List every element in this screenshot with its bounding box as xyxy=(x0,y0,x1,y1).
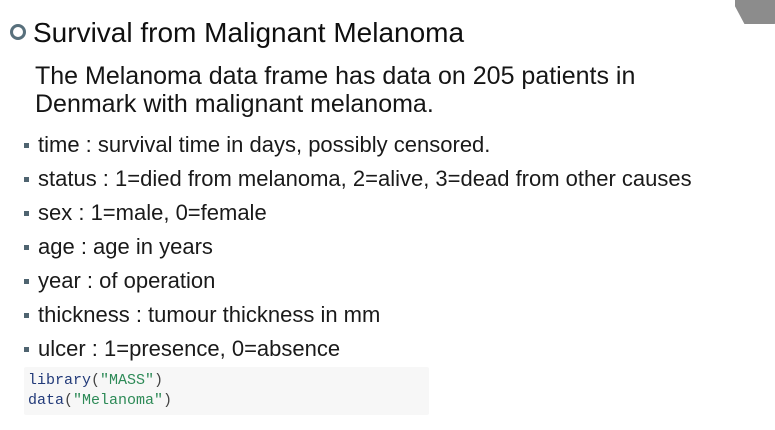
code-paren: ( xyxy=(64,392,74,409)
list-item: sex : 1=male, 0=female xyxy=(24,196,692,230)
square-bullet-icon xyxy=(24,244,29,250)
code-paren: ) xyxy=(163,392,173,409)
square-bullet-icon xyxy=(24,210,29,216)
list-item-text: time : survival time in days, possibly c… xyxy=(38,132,491,157)
corner-decoration xyxy=(735,0,775,24)
code-line: library("MASS") xyxy=(28,371,429,391)
ring-bullet-icon xyxy=(10,24,26,40)
list-item-text: age : age in years xyxy=(38,234,213,259)
list-item: ulcer : 1=presence, 0=absence xyxy=(24,332,692,366)
list-item-text: ulcer : 1=presence, 0=absence xyxy=(38,336,341,361)
list-item-text: status : 1=died from melanoma, 2=alive, … xyxy=(38,166,692,191)
square-bullet-icon xyxy=(24,312,29,318)
square-bullet-icon xyxy=(24,346,29,352)
list-item-text: thickness : tumour thickness in mm xyxy=(38,302,381,327)
variable-list: time : survival time in days, possibly c… xyxy=(24,128,692,366)
corner-shape xyxy=(735,0,775,24)
list-item: thickness : tumour thickness in mm xyxy=(24,298,692,332)
code-paren: ) xyxy=(154,372,164,389)
list-item-text: sex : 1=male, 0=female xyxy=(38,200,267,225)
slide-title: Survival from Malignant Melanoma xyxy=(33,17,465,48)
code-line: data("Melanoma") xyxy=(28,391,429,411)
code-string: "MASS" xyxy=(100,372,155,389)
list-item: year : of operation xyxy=(24,264,692,298)
code-function: data xyxy=(28,392,65,409)
slide-title-row: Survival from Malignant Melanoma xyxy=(10,16,464,50)
code-string: "Melanoma" xyxy=(73,392,164,409)
code-function: library xyxy=(28,372,92,389)
intro-text: The Melanoma data frame has data on 205 … xyxy=(35,62,636,118)
list-item: age : age in years xyxy=(24,230,692,264)
list-item: time : survival time in days, possibly c… xyxy=(24,128,692,162)
list-item: status : 1=died from melanoma, 2=alive, … xyxy=(24,162,692,196)
code-block: library("MASS") data("Melanoma") xyxy=(24,367,429,415)
square-bullet-icon xyxy=(24,142,29,148)
square-bullet-icon xyxy=(24,278,29,284)
square-bullet-icon xyxy=(24,176,29,182)
code-paren: ( xyxy=(91,372,101,389)
list-item-text: year : of operation xyxy=(38,268,216,293)
